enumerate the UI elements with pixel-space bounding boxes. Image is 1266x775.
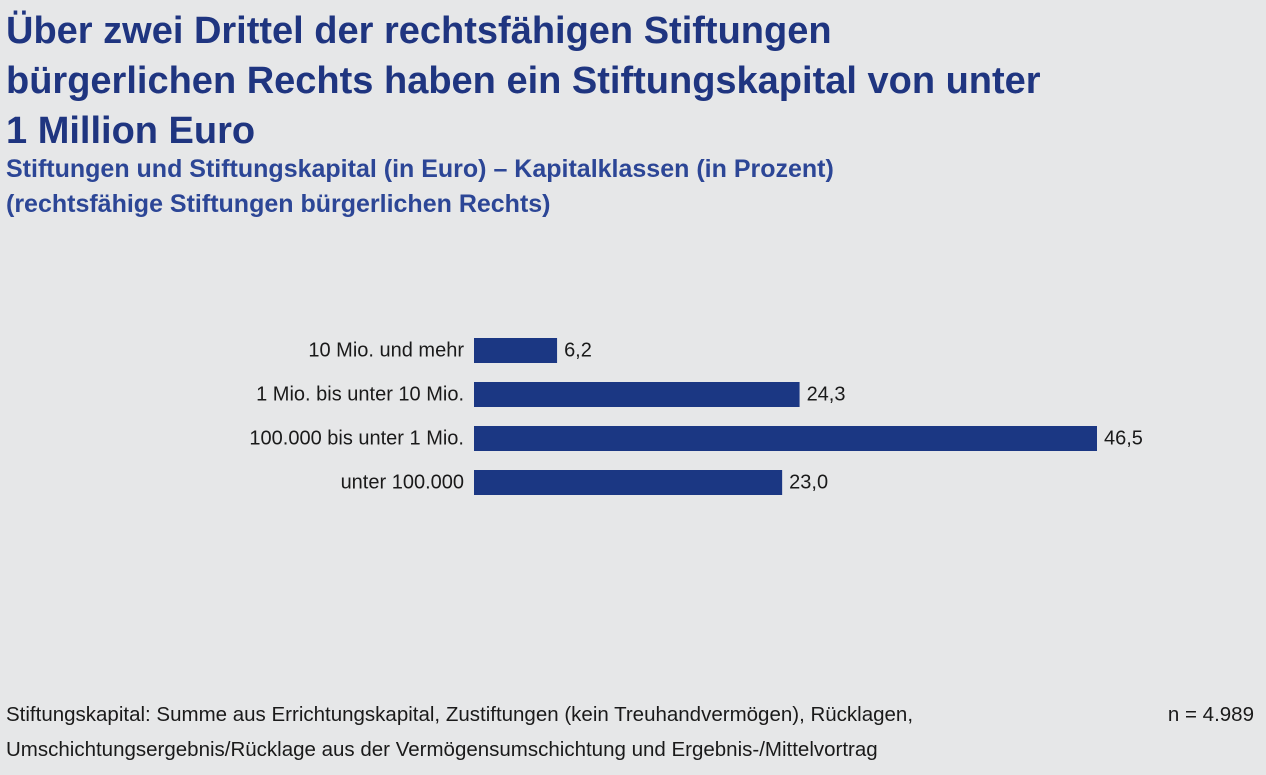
value-label: 23,0 [789,472,828,494]
category-label: 100.000 bis unter 1 Mio. [249,428,464,450]
subtitle-line: (rechtsfähige Stiftungen bürgerlichen Re… [6,190,551,218]
bar-chart: 10 Mio. und mehr 6,2 1 Mio. bis unter 10 M… [249,338,1143,495]
footnote-line: Umschichtungsergebnis/Rücklage aus der V… [6,738,878,761]
category-label: 10 Mio. und mehr [308,340,464,362]
bar [474,338,558,363]
value-label: 6,2 [564,340,592,362]
subtitle-line: Stiftungen und Stiftungskapital (in Euro… [6,155,834,183]
bar [474,382,800,407]
bar [474,470,783,495]
value-label: 24,3 [807,384,846,406]
footnote: Stiftungskapital: Summe aus Errichtungsk… [6,697,1106,767]
value-label: 46,5 [1104,428,1143,450]
chart-subtitle: Stiftungen und Stiftungskapital (in Euro… [6,152,1206,222]
footnote-line: Stiftungskapital: Summe aus Errichtungsk… [6,703,914,726]
chart-title: Über zwei Drittel der rechtsfähigen Stif… [6,10,1041,152]
sample-size-label: n = 4.989 [1167,703,1254,726]
category-label: 1 Mio. bis unter 10 Mio. [256,384,464,406]
bar [474,426,1097,451]
category-label: unter 100.000 [341,472,464,494]
